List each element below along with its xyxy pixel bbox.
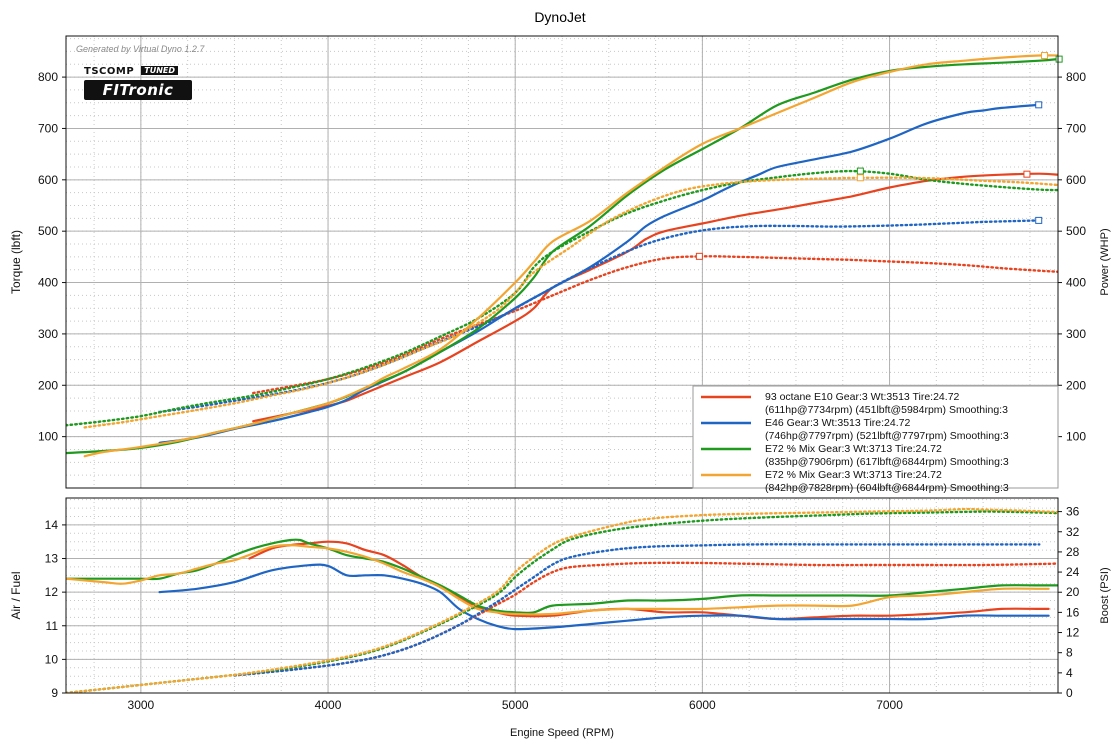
legend-entry-line2: (835hp@7906rpm) (617lbft@6844rpm) Smooth… [765,456,1009,468]
y-tick-label: 300 [38,327,58,341]
peak-marker-blue [1035,216,1043,224]
y2-tick-label: 20 [1066,585,1080,599]
tscomp-logo: TSCOMP TUNED [84,66,192,78]
y2-tick-label: 800 [1066,70,1086,84]
y-tick-label: 800 [38,70,58,84]
legend-entry-line1: 93 octane E10 Gear:3 Wt:3513 Tire:24.72 [765,391,960,403]
y-tick-label: 9 [51,686,58,700]
y-tick-label: 100 [38,430,58,444]
y-tick-label: 400 [38,276,58,290]
y2-tick-label: 32 [1066,525,1080,539]
series-orange-solid [66,544,1050,616]
logo-brand-top: TSCOMP [84,66,135,77]
y2-tick-label: 700 [1066,121,1086,135]
series-orange-solid [83,54,1058,458]
y2-tick-label: 500 [1066,224,1086,238]
y-tick-label: 10 [45,652,59,666]
x-tick-label: 6000 [689,698,716,712]
series-red-solid [248,540,1050,621]
series-green-solid [66,538,1058,614]
series-blue-dotted [233,543,1041,677]
legend: 93 octane E10 Gear:3 Wt:3513 Tire:24.72(… [692,385,1059,494]
y2-tick-label: 8 [1066,646,1073,660]
y-tick-label: 500 [38,224,58,238]
y2-tick-label: 12 [1066,626,1080,640]
logo-brand-main: FITronic [102,81,174,99]
y2-tick-label: 4 [1066,666,1073,680]
y-tick-label: 700 [38,121,58,135]
peak-marker-orange [1041,52,1049,60]
series-blue-solid [158,103,1041,444]
series-group [66,507,1058,693]
series-blue-dotted [158,219,1041,414]
y2-tick-label: 24 [1066,565,1080,579]
plot-frame [65,497,1059,694]
y2-axis-label: Boost (PSI) [1099,567,1111,623]
legend-entry-line1: E72 % Mix Gear:3 Wt:3713 Tire:24.72 [765,469,942,481]
series-red-solid [252,172,1058,423]
series-group [66,54,1058,458]
x-tick-label: 3000 [128,698,155,712]
series-blue-solid [158,563,1050,631]
peak-marker-red [1023,170,1031,178]
y-tick-label: 200 [38,378,58,392]
y2-axis-label: Power (WHP) [1099,228,1111,295]
y2-tick-label: 200 [1066,378,1086,392]
legend-entry-line1: E72 % Mix Gear:3 Wt:3713 Tire:24.72 [765,443,942,455]
peak-marker-blue [1035,101,1043,109]
y-axis-label: Air / Fuel [9,571,23,619]
watermark-text: Generated by Virtual Dyno 1.2.7 [76,44,205,54]
peak-marker-orange [856,174,864,182]
y2-tick-label: 100 [1066,430,1086,444]
y2-tick-label: 28 [1066,545,1080,559]
chart-title: DynoJet [534,9,585,25]
series-orange-dotted [66,507,1058,693]
y-tick-label: 600 [38,173,58,187]
legend-entry-line1: E46 Gear:3 Wt:3513 Tire:24.72 [765,417,910,429]
torque-power-panel: 100 200 300 400 500 600 700 800 100 200 300 400 500 6… [9,35,1111,489]
x-tick-label: 4000 [315,698,342,712]
series-red-dotted [252,255,1058,395]
legend-entry-line2: (611hp@7734rpm) (451lbft@5984rpm) Smooth… [765,404,1008,416]
afr-boost-panel: 9 10 11 12 13 14 0 4 8 12 16 20 24 28 32 36 3000 4000 5000… [9,497,1111,739]
x-axis-label: Engine Speed (RPM) [510,727,614,739]
y2-tick-label: 36 [1066,505,1080,519]
fitronic-logo: FITronic [84,80,192,100]
y2-tick-label: 0 [1066,686,1073,700]
series-orange-dotted [83,176,1058,429]
y-tick-label: 13 [45,552,59,566]
peak-marker-green [1055,55,1063,63]
peak-marker-red [695,252,703,260]
plot-frame [65,35,1059,489]
y2-tick-label: 600 [1066,173,1086,187]
y-tick-label: 14 [45,518,59,532]
peak-marker-green [856,167,864,175]
y-axis-label: Torque (lbft) [9,230,23,294]
legend-entry-line2: (746hp@7797rpm) (521lbft@7797rpm) Smooth… [765,430,1009,442]
y-tick-label: 12 [45,585,59,599]
series-green-dotted [66,169,1058,427]
legend-box [692,385,1059,489]
logo-brand-tag: TUNED [141,66,179,75]
y2-tick-label: 16 [1066,605,1080,619]
x-tick-label: 5000 [502,698,529,712]
y2-tick-label: 300 [1066,327,1086,341]
y-tick-label: 11 [46,619,59,633]
legend-entry-line2: (842hp@7828rpm) (604lbft@6844rpm) Smooth… [765,482,1009,494]
y2-tick-label: 400 [1066,276,1086,290]
x-tick-label: 7000 [876,698,903,712]
